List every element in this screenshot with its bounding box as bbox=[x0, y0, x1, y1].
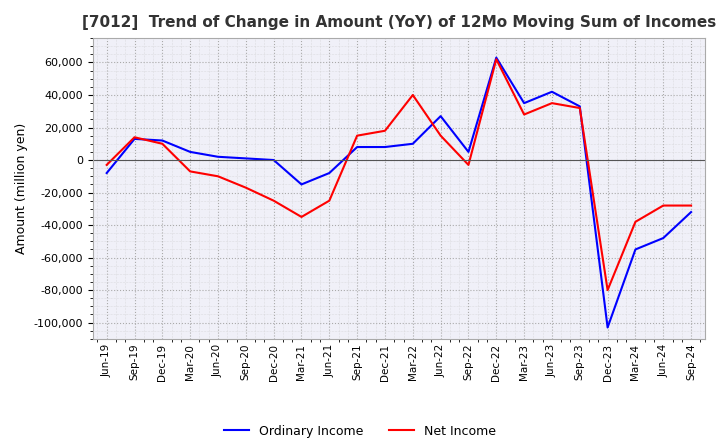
Ordinary Income bbox=[269, 158, 278, 163]
Net Income bbox=[492, 57, 500, 62]
Ordinary Income bbox=[548, 89, 557, 95]
Net Income bbox=[325, 198, 333, 203]
Net Income bbox=[269, 198, 278, 203]
Net Income bbox=[520, 112, 528, 117]
Ordinary Income bbox=[130, 136, 139, 142]
Ordinary Income bbox=[631, 247, 640, 252]
Ordinary Income bbox=[297, 182, 306, 187]
Net Income bbox=[548, 100, 557, 106]
Net Income bbox=[436, 133, 445, 138]
Line: Ordinary Income: Ordinary Income bbox=[107, 58, 691, 327]
Ordinary Income bbox=[603, 325, 612, 330]
Ordinary Income bbox=[659, 235, 667, 241]
Ordinary Income bbox=[687, 209, 696, 215]
Y-axis label: Amount (million yen): Amount (million yen) bbox=[15, 123, 28, 254]
Ordinary Income bbox=[408, 141, 417, 147]
Net Income bbox=[603, 287, 612, 293]
Net Income bbox=[241, 185, 250, 191]
Ordinary Income bbox=[353, 144, 361, 150]
Net Income bbox=[158, 141, 166, 147]
Ordinary Income bbox=[102, 170, 111, 176]
Ordinary Income bbox=[325, 170, 333, 176]
Ordinary Income bbox=[520, 100, 528, 106]
Net Income bbox=[381, 128, 390, 133]
Title: [7012]  Trend of Change in Amount (YoY) of 12Mo Moving Sum of Incomes: [7012] Trend of Change in Amount (YoY) o… bbox=[82, 15, 716, 30]
Net Income bbox=[687, 203, 696, 208]
Net Income bbox=[130, 135, 139, 140]
Ordinary Income bbox=[464, 149, 473, 154]
Ordinary Income bbox=[214, 154, 222, 159]
Net Income bbox=[102, 162, 111, 168]
Net Income bbox=[464, 162, 473, 168]
Ordinary Income bbox=[575, 104, 584, 109]
Ordinary Income bbox=[241, 156, 250, 161]
Net Income bbox=[631, 219, 640, 224]
Net Income bbox=[186, 169, 194, 174]
Net Income bbox=[214, 174, 222, 179]
Ordinary Income bbox=[158, 138, 166, 143]
Net Income bbox=[659, 203, 667, 208]
Ordinary Income bbox=[381, 144, 390, 150]
Net Income bbox=[353, 133, 361, 138]
Ordinary Income bbox=[186, 149, 194, 154]
Legend: Ordinary Income, Net Income: Ordinary Income, Net Income bbox=[220, 420, 500, 440]
Ordinary Income bbox=[436, 114, 445, 119]
Net Income bbox=[297, 214, 306, 220]
Net Income bbox=[575, 105, 584, 110]
Net Income bbox=[408, 92, 417, 98]
Ordinary Income bbox=[492, 55, 500, 60]
Line: Net Income: Net Income bbox=[107, 59, 691, 290]
